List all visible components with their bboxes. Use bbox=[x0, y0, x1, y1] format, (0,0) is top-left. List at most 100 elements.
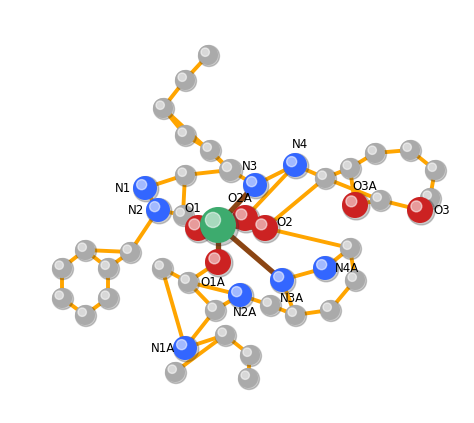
Circle shape bbox=[315, 168, 335, 188]
Circle shape bbox=[401, 140, 421, 162]
Circle shape bbox=[316, 168, 337, 190]
Circle shape bbox=[236, 209, 247, 220]
Circle shape bbox=[228, 283, 252, 307]
Circle shape bbox=[348, 273, 356, 281]
Circle shape bbox=[320, 300, 340, 320]
Circle shape bbox=[318, 171, 327, 179]
Circle shape bbox=[243, 348, 251, 357]
Circle shape bbox=[177, 340, 187, 350]
Circle shape bbox=[201, 208, 239, 246]
Circle shape bbox=[55, 261, 64, 269]
Circle shape bbox=[403, 143, 411, 151]
Circle shape bbox=[98, 258, 118, 278]
Circle shape bbox=[343, 241, 351, 250]
Circle shape bbox=[222, 162, 231, 172]
Circle shape bbox=[219, 159, 243, 183]
Text: N1: N1 bbox=[115, 181, 131, 195]
Text: N2A: N2A bbox=[233, 307, 257, 319]
Circle shape bbox=[243, 173, 267, 197]
Circle shape bbox=[165, 363, 186, 384]
Circle shape bbox=[263, 298, 272, 306]
Text: N2: N2 bbox=[128, 203, 144, 217]
Circle shape bbox=[426, 160, 447, 181]
Circle shape bbox=[153, 98, 173, 118]
Circle shape bbox=[98, 288, 118, 308]
Circle shape bbox=[178, 168, 186, 176]
Circle shape bbox=[78, 308, 86, 316]
Circle shape bbox=[323, 303, 331, 311]
Circle shape bbox=[201, 48, 210, 56]
Circle shape bbox=[53, 258, 73, 280]
Circle shape bbox=[175, 126, 197, 146]
Circle shape bbox=[155, 261, 164, 269]
Text: O3: O3 bbox=[434, 203, 450, 217]
Text: O2A: O2A bbox=[228, 192, 252, 204]
Circle shape bbox=[343, 161, 351, 169]
Text: O3A: O3A bbox=[353, 181, 377, 193]
Circle shape bbox=[314, 257, 339, 282]
Circle shape bbox=[178, 73, 186, 81]
Circle shape bbox=[373, 193, 382, 201]
Circle shape bbox=[246, 176, 257, 187]
Text: N4A: N4A bbox=[335, 261, 359, 275]
Circle shape bbox=[343, 192, 370, 220]
Circle shape bbox=[153, 258, 173, 280]
Circle shape bbox=[420, 188, 440, 208]
Circle shape bbox=[205, 212, 220, 228]
Circle shape bbox=[178, 128, 186, 136]
Circle shape bbox=[216, 326, 237, 346]
Circle shape bbox=[133, 176, 157, 200]
Circle shape bbox=[101, 261, 109, 269]
Circle shape bbox=[240, 345, 260, 365]
Circle shape bbox=[75, 241, 97, 261]
Circle shape bbox=[219, 159, 241, 181]
Circle shape bbox=[342, 192, 368, 218]
Circle shape bbox=[55, 291, 64, 299]
Circle shape bbox=[365, 143, 386, 165]
Circle shape bbox=[137, 180, 146, 190]
Circle shape bbox=[99, 258, 119, 280]
Circle shape bbox=[346, 196, 357, 207]
Circle shape bbox=[228, 283, 254, 309]
Circle shape bbox=[273, 272, 283, 282]
Text: N3A: N3A bbox=[280, 291, 304, 305]
Circle shape bbox=[203, 143, 211, 151]
Circle shape bbox=[232, 205, 258, 231]
Circle shape bbox=[52, 258, 72, 278]
Circle shape bbox=[238, 368, 259, 390]
Circle shape bbox=[232, 287, 242, 297]
Circle shape bbox=[370, 190, 390, 210]
Circle shape bbox=[261, 296, 282, 316]
Circle shape bbox=[317, 260, 327, 270]
Circle shape bbox=[270, 268, 294, 292]
Circle shape bbox=[123, 245, 131, 253]
Circle shape bbox=[320, 300, 341, 321]
Circle shape bbox=[179, 272, 200, 294]
Circle shape bbox=[53, 288, 73, 310]
Circle shape bbox=[175, 70, 195, 90]
Circle shape bbox=[75, 305, 97, 327]
Circle shape bbox=[346, 270, 366, 291]
Circle shape bbox=[208, 303, 217, 311]
Circle shape bbox=[152, 258, 172, 278]
Circle shape bbox=[215, 325, 235, 345]
Text: N4: N4 bbox=[292, 138, 308, 151]
Circle shape bbox=[205, 249, 231, 275]
Circle shape bbox=[400, 140, 420, 160]
Circle shape bbox=[173, 206, 194, 226]
Circle shape bbox=[244, 173, 269, 199]
Circle shape bbox=[173, 336, 197, 360]
Circle shape bbox=[165, 362, 185, 382]
Circle shape bbox=[75, 305, 95, 325]
Text: O1: O1 bbox=[185, 201, 201, 214]
Circle shape bbox=[186, 216, 213, 243]
Circle shape bbox=[120, 242, 140, 262]
Text: O2: O2 bbox=[277, 217, 293, 230]
Circle shape bbox=[134, 176, 159, 202]
Circle shape bbox=[200, 140, 220, 160]
Circle shape bbox=[283, 154, 309, 179]
Circle shape bbox=[218, 328, 227, 336]
Text: N1A: N1A bbox=[151, 341, 175, 354]
Circle shape bbox=[340, 158, 360, 178]
Circle shape bbox=[154, 99, 174, 120]
